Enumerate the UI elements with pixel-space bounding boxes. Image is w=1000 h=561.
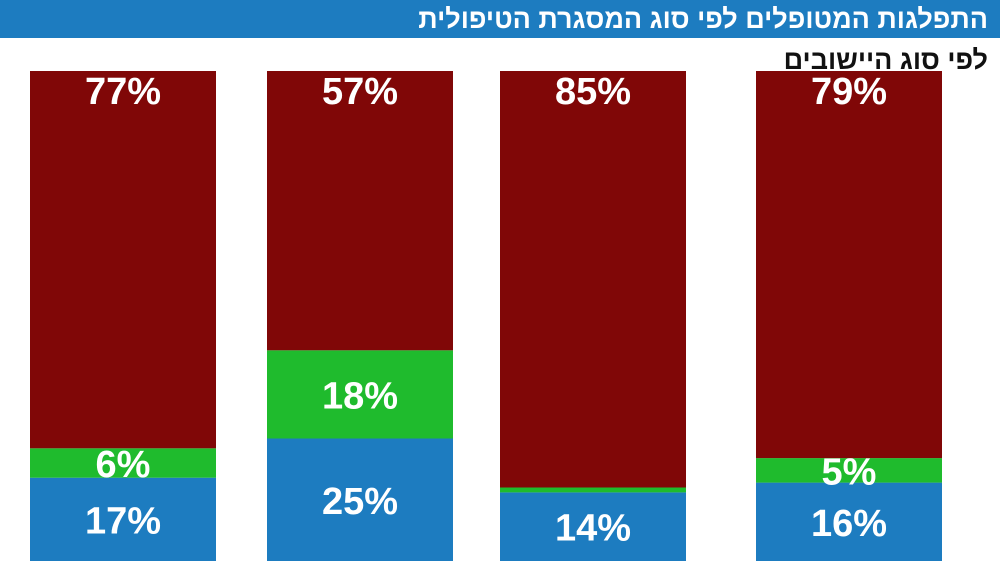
chart-subtitle: לפי סוג היישובים: [783, 45, 988, 75]
bar-value-label-2-0: 14%: [555, 508, 631, 550]
bar-value-label-1-1: 18%: [322, 375, 398, 417]
bar-segment-0-0: [30, 477, 216, 561]
bar-segment-3-1: [756, 458, 942, 483]
bar-value-label-3-2: 79%: [811, 71, 887, 113]
bar-value-label-1-2: 57%: [322, 71, 398, 113]
bar-value-label-3-0: 16%: [811, 503, 887, 545]
bar-segment-1-1: [267, 350, 453, 439]
bar-segment-2-2: [500, 71, 686, 488]
bar-segment-2-1: [500, 487, 686, 493]
bar-segment-2-0: [500, 492, 686, 561]
bar-segment-1-0: [267, 438, 453, 561]
bar-value-label-1-0: 25%: [322, 481, 398, 523]
bar-value-label-0-0: 17%: [85, 500, 161, 542]
bar-segment-3-2: [756, 71, 942, 459]
bar-segment-0-1: [30, 448, 216, 478]
chart-title: התפלגות המטופלים לפי סוג המסגרת הטיפולית: [418, 4, 988, 34]
bar-segment-3-0: [756, 482, 942, 561]
bar-segment-0-2: [30, 71, 216, 449]
bar-value-label-3-1: 5%: [822, 451, 877, 493]
bar-segment-1-2: [267, 71, 453, 351]
bar-value-label-0-1: 6%: [96, 444, 151, 486]
bar-value-label-2-2: 85%: [555, 71, 631, 113]
bar-value-label-0-2: 77%: [85, 71, 161, 113]
title-bar: התפלגות המטופלים לפי סוג המסגרת הטיפולית: [0, 0, 1000, 38]
